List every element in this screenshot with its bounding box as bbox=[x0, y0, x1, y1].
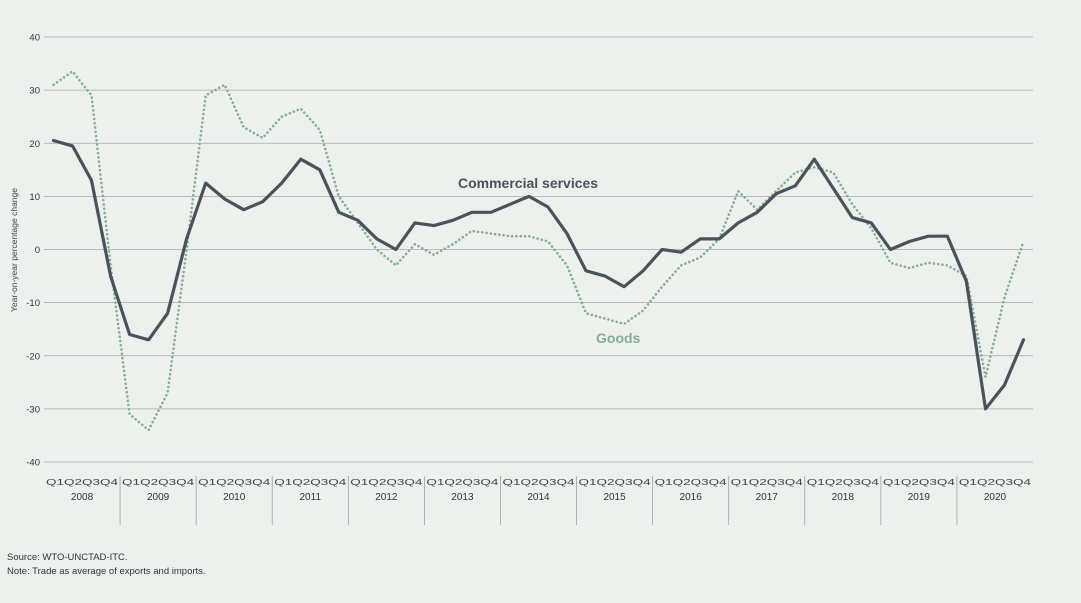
year-label-2018: 2018 bbox=[832, 492, 855, 503]
quarter-labels: Q1Q2Q3Q4 bbox=[655, 477, 728, 487]
y-tick-label: -20 bbox=[26, 351, 40, 362]
y-tick-label: 0 bbox=[35, 245, 40, 256]
year-label-2020: 2020 bbox=[984, 492, 1007, 503]
year-label-2013: 2013 bbox=[451, 492, 474, 503]
year-label-2019: 2019 bbox=[908, 492, 931, 503]
source-note: Source: WTO-UNCTAD-ITC. bbox=[7, 552, 128, 563]
series-label-commercial-services: Commercial services bbox=[458, 175, 598, 191]
y-axis-ticks: 40 30 20 10 0 -10 -20 -30 -40 bbox=[26, 33, 40, 469]
quarter-labels: Q1Q2Q3Q4 bbox=[502, 477, 575, 487]
y-tick-label: 30 bbox=[29, 86, 40, 97]
quarter-labels: Q1Q2Q3Q4 bbox=[579, 477, 652, 487]
quarter-labels: Q1Q2Q3Q4 bbox=[883, 477, 956, 487]
trade-note: Note: Trade as average of exports and im… bbox=[7, 566, 206, 577]
series-lines bbox=[51, 70, 1026, 432]
year-label-2009: 2009 bbox=[147, 492, 170, 503]
y-tick-label: -10 bbox=[26, 298, 40, 309]
year-label-2008: 2008 bbox=[71, 492, 94, 503]
y-tick-label: 10 bbox=[29, 192, 40, 203]
quarter-labels: Q1Q2Q3Q4 bbox=[807, 477, 880, 487]
y-axis-label: Year-on-year percentage change bbox=[9, 188, 19, 312]
year-label-2016: 2016 bbox=[680, 492, 703, 503]
year-label-2012: 2012 bbox=[375, 492, 398, 503]
quarter-labels: Q1Q2Q3Q4 bbox=[426, 477, 499, 487]
y-tick-label: -30 bbox=[26, 404, 40, 415]
quarter-labels: Q1Q2Q3Q4 bbox=[122, 477, 195, 487]
quarter-labels: Q1Q2Q3Q4 bbox=[731, 477, 804, 487]
year-label-2010: 2010 bbox=[223, 492, 246, 503]
quarter-labels: Q1Q2Q3Q4 bbox=[350, 477, 423, 487]
quarter-labels: Q1Q2Q3Q4 bbox=[959, 477, 1032, 487]
year-label-2017: 2017 bbox=[756, 492, 779, 503]
series-line-goods bbox=[52, 70, 1025, 432]
year-label-2014: 2014 bbox=[527, 492, 550, 503]
gridlines bbox=[44, 36, 1033, 463]
y-tick-label: 20 bbox=[29, 139, 40, 150]
quarter-labels: Q1Q2Q3Q4 bbox=[46, 477, 119, 487]
year-label-2011: 2011 bbox=[300, 492, 322, 503]
y-tick-label: -40 bbox=[26, 458, 40, 469]
quarter-labels: Q1Q2Q3Q4 bbox=[198, 477, 271, 487]
series-label-goods: Goods bbox=[596, 330, 641, 346]
y-tick-label: 40 bbox=[29, 33, 40, 44]
x-axis: Q1Q2Q3Q4 2008 Q1Q2Q3Q4 2009 Q1Q2Q3Q4 2010 Q1Q2… bbox=[46, 476, 1031, 525]
quarter-labels: Q1Q2Q3Q4 bbox=[274, 477, 347, 487]
series-line-commercial-services bbox=[51, 139, 1026, 411]
year-label-2015: 2015 bbox=[603, 492, 626, 503]
